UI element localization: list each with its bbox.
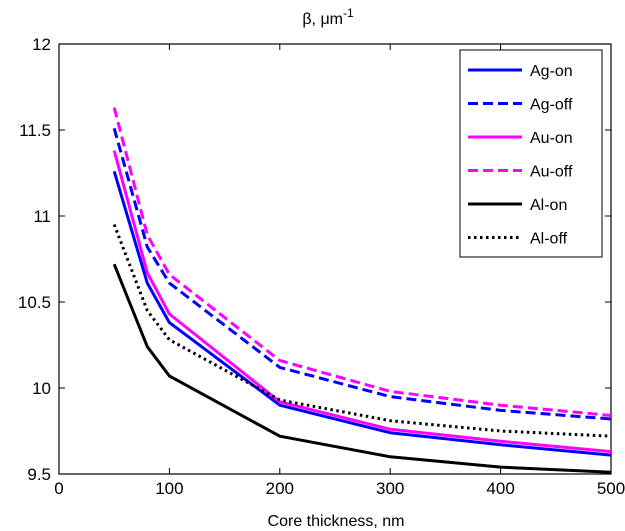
series-line-al-off — [112, 224, 612, 438]
series-line-au-off — [112, 107, 612, 417]
legend-label-au-off: Au-off — [530, 164, 573, 181]
y-tick-label: 10 — [32, 379, 51, 398]
x-tick-label: 500 — [597, 479, 625, 498]
y-tick-label: 11.5 — [19, 121, 51, 140]
y-tick-label: 9.5 — [27, 465, 51, 484]
legend-label-al-off: Al-off — [530, 231, 568, 248]
legend-label-ag-off: Ag-off — [530, 97, 573, 114]
x-tick-label: 0 — [54, 479, 63, 498]
series-line-au-on — [112, 150, 612, 454]
x-tick-label: 200 — [266, 479, 294, 498]
series-line-ag-on — [112, 170, 612, 457]
series-lines — [112, 107, 612, 474]
series-line-ag-off — [112, 127, 612, 421]
series-line-al-on — [112, 263, 612, 474]
y-tick-label: 10.5 — [18, 293, 51, 312]
x-tick-label: 400 — [486, 479, 514, 498]
legend-label-ag-on: Ag-on — [530, 63, 573, 80]
y-tick-label: 11 — [33, 207, 51, 226]
y-tick-label: 12 — [32, 35, 51, 54]
legend-box — [459, 49, 603, 258]
chart-title-superscript: -1 — [343, 6, 354, 20]
legend-label-au-on: Au-on — [530, 130, 573, 147]
legend-label-al-on: Al-on — [530, 197, 567, 214]
axis-ticks: 0 100 200 300 400 500 9.5 10 10.5 11 11.5 12 — [18, 35, 625, 498]
x-tick-label: 100 — [155, 479, 183, 498]
legend: Ag-on Ag-off Au-on Au-off Al-on Al-off — [459, 49, 603, 258]
x-tick-label: 300 — [376, 479, 404, 498]
x-axis-label: Core thickness, nm — [268, 513, 405, 530]
chart-title: β, μm-1 — [302, 6, 354, 28]
